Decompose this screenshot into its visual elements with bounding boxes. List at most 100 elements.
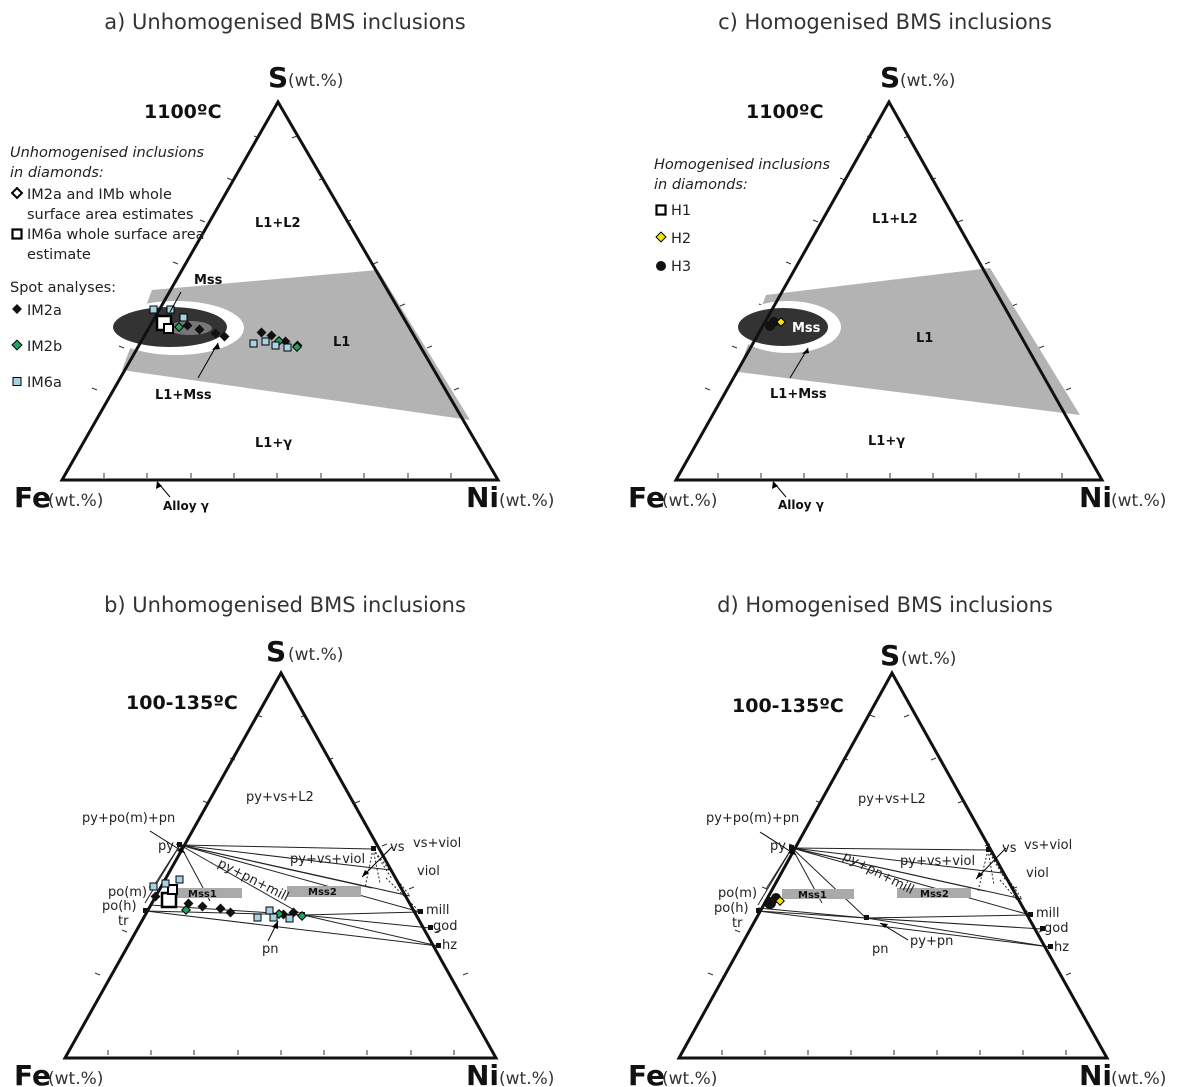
diamond-green-icon — [10, 337, 24, 357]
legend-a-spot-1-label: IM2a — [27, 303, 62, 319]
label-mill-b: mill — [426, 903, 450, 918]
label-mss2-b: Mss2 — [308, 887, 337, 898]
label-mill-d: mill — [1036, 906, 1060, 921]
legend-c-item-2: H2 — [654, 229, 844, 249]
h2-points-c — [776, 317, 786, 327]
tie-lines-b — [144, 844, 439, 947]
legend-a: Unhomogenised inclusions in diamonds: IM… — [10, 143, 210, 393]
panel-a-title: a) Unhomogenised BMS inclusions — [104, 10, 466, 34]
apex-s-unit-c: (wt.%) — [900, 71, 955, 91]
legend-c-item-1-label: H1 — [671, 203, 692, 219]
alloy-gamma-c: Alloy γ — [778, 498, 824, 512]
alloy-gamma-a: Alloy γ — [163, 499, 209, 513]
field-l1-gamma-c: L1+γ — [868, 434, 905, 449]
label-pn-b: pn — [262, 942, 279, 957]
label-mss1-b: Mss1 — [188, 889, 217, 900]
square-lightblue-icon — [10, 373, 24, 393]
apex-fe-unit-d: (wt.%) — [662, 1069, 717, 1087]
label-mss2-d: Mss2 — [920, 889, 949, 900]
field-py-vs-viol-b: py+vs+viol — [290, 852, 365, 867]
panel-c-title: c) Homogenised BMS inclusions — [718, 10, 1052, 34]
legend-a-spot-header: Spot analyses: — [10, 280, 117, 296]
legend-a-spot-2-label: IM2b — [27, 339, 63, 355]
label-tr-b: tr — [118, 914, 129, 929]
field-l1-mss-a: L1+Mss — [155, 388, 212, 403]
panel-a: a) Unhomogenised BMS inclusions — [0, 0, 590, 543]
apex-ni-unit-c: (wt.%) — [1111, 491, 1166, 511]
label-vs-b: vs — [390, 840, 405, 855]
apex-s-c: S — [880, 61, 900, 94]
field-l1-a: L1 — [333, 335, 350, 350]
field-l1-gamma-a: L1+γ — [255, 436, 292, 451]
apex-fe-unit-a: (wt.%) — [48, 491, 103, 511]
label-po-h-d: po(h) — [714, 901, 749, 916]
mss2-bar-d — [897, 888, 971, 898]
h2-points-d — [775, 896, 785, 906]
ternary-diagram-a: S (wt.%) Fe (wt.%) Ni (wt.%) 1100ºC L1+L… — [14, 61, 554, 514]
temperature-b: 100-135ºC — [126, 692, 238, 714]
apex-ni-a: Ni — [466, 481, 499, 514]
h3-points-c — [765, 317, 779, 331]
mss2-bar-b — [287, 886, 361, 897]
temperature-c: 1100ºC — [746, 101, 824, 123]
legend-a-spot-3-label: IM6a — [27, 375, 62, 391]
apex-fe-c: Fe — [628, 481, 665, 514]
label-god-d: god — [1044, 921, 1068, 936]
diamond-black-icon — [10, 301, 24, 321]
ternary-triangle-a — [59, 98, 501, 482]
panel-d: d) Homogenised BMS inclusions — [590, 543, 1180, 1087]
square-outline-icon — [654, 201, 668, 221]
apex-ni-b: Ni — [466, 1059, 499, 1087]
legend-c-item-2-label: H2 — [671, 231, 692, 247]
label-py-d: py — [770, 839, 786, 854]
square-outline-icon — [10, 225, 24, 245]
temperature-d: 100-135ºC — [732, 695, 844, 717]
field-l1-l2-a: L1+L2 — [255, 216, 301, 231]
label-po-h-b: po(h) — [102, 899, 137, 914]
label-py-pn-d: py+pn — [910, 934, 953, 949]
mss1-bar-d — [782, 889, 854, 899]
legend-a-header: Unhomogenised inclusions in diamonds: — [10, 145, 205, 181]
diamond-outline-icon — [10, 185, 24, 205]
label-hz-b: hz — [442, 938, 457, 953]
legend-c-item-1: H1 — [654, 201, 844, 221]
legend-c-item-3: H3 — [654, 257, 844, 277]
ternary-diagram-c: S (wt.%) Fe (wt.%) Ni (wt.%) 1100ºC L1+L… — [628, 61, 1166, 514]
label-viol-d: viol — [1026, 866, 1049, 881]
legend-c-item-3-label: H3 — [671, 259, 692, 275]
ternary-triangle-b — [62, 669, 499, 1060]
ternary-triangle-c — [673, 98, 1105, 482]
temperature-a: 1100ºC — [144, 101, 222, 123]
legend-a-whole-1: IM2a and IMb whole surface area estimate… — [10, 185, 210, 225]
ternary-triangle-d — [676, 669, 1110, 1060]
label-hz-d: hz — [1054, 940, 1069, 955]
apex-ni-d: Ni — [1079, 1059, 1112, 1087]
mss1-bar-b — [172, 888, 242, 898]
apex-s-unit-d: (wt.%) — [901, 649, 956, 669]
label-viol-b: viol — [417, 864, 440, 879]
label-vs-d: vs — [1002, 841, 1017, 856]
field-l1-c: L1 — [916, 331, 933, 346]
label-po-m-b: po(m) — [108, 885, 147, 900]
mss-field-c — [738, 308, 828, 346]
diamond-yellow-icon — [654, 229, 668, 249]
liquid-field-L1-c — [738, 268, 1080, 415]
legend-a-spot-1: IM2a — [10, 301, 210, 321]
apex-ni-unit-b: (wt.%) — [499, 1069, 554, 1087]
label-py-b: py — [158, 839, 174, 854]
apex-fe-a: Fe — [14, 481, 51, 514]
label-vs-viol-d: vs+viol — [1024, 838, 1072, 853]
circle-black-icon — [654, 257, 668, 277]
apex-fe-d: Fe — [628, 1059, 665, 1087]
apex-s-a: S — [268, 61, 288, 94]
label-po-m-d: po(m) — [718, 886, 757, 901]
field-py-po-pn-b: py+po(m)+pn — [82, 811, 175, 826]
apex-ni-unit-d: (wt.%) — [1111, 1069, 1166, 1087]
legend-c-header: Homogenised inclusions in diamonds: — [654, 157, 831, 193]
label-mss1-d: Mss1 — [798, 890, 827, 901]
panel-b-title: b) Unhomogenised BMS inclusions — [104, 593, 466, 617]
field-mss-c: Mss — [792, 321, 821, 336]
label-tr-d: tr — [732, 916, 743, 931]
field-l1-mss-c: L1+Mss — [770, 387, 827, 402]
label-pn-d: pn — [872, 942, 889, 957]
